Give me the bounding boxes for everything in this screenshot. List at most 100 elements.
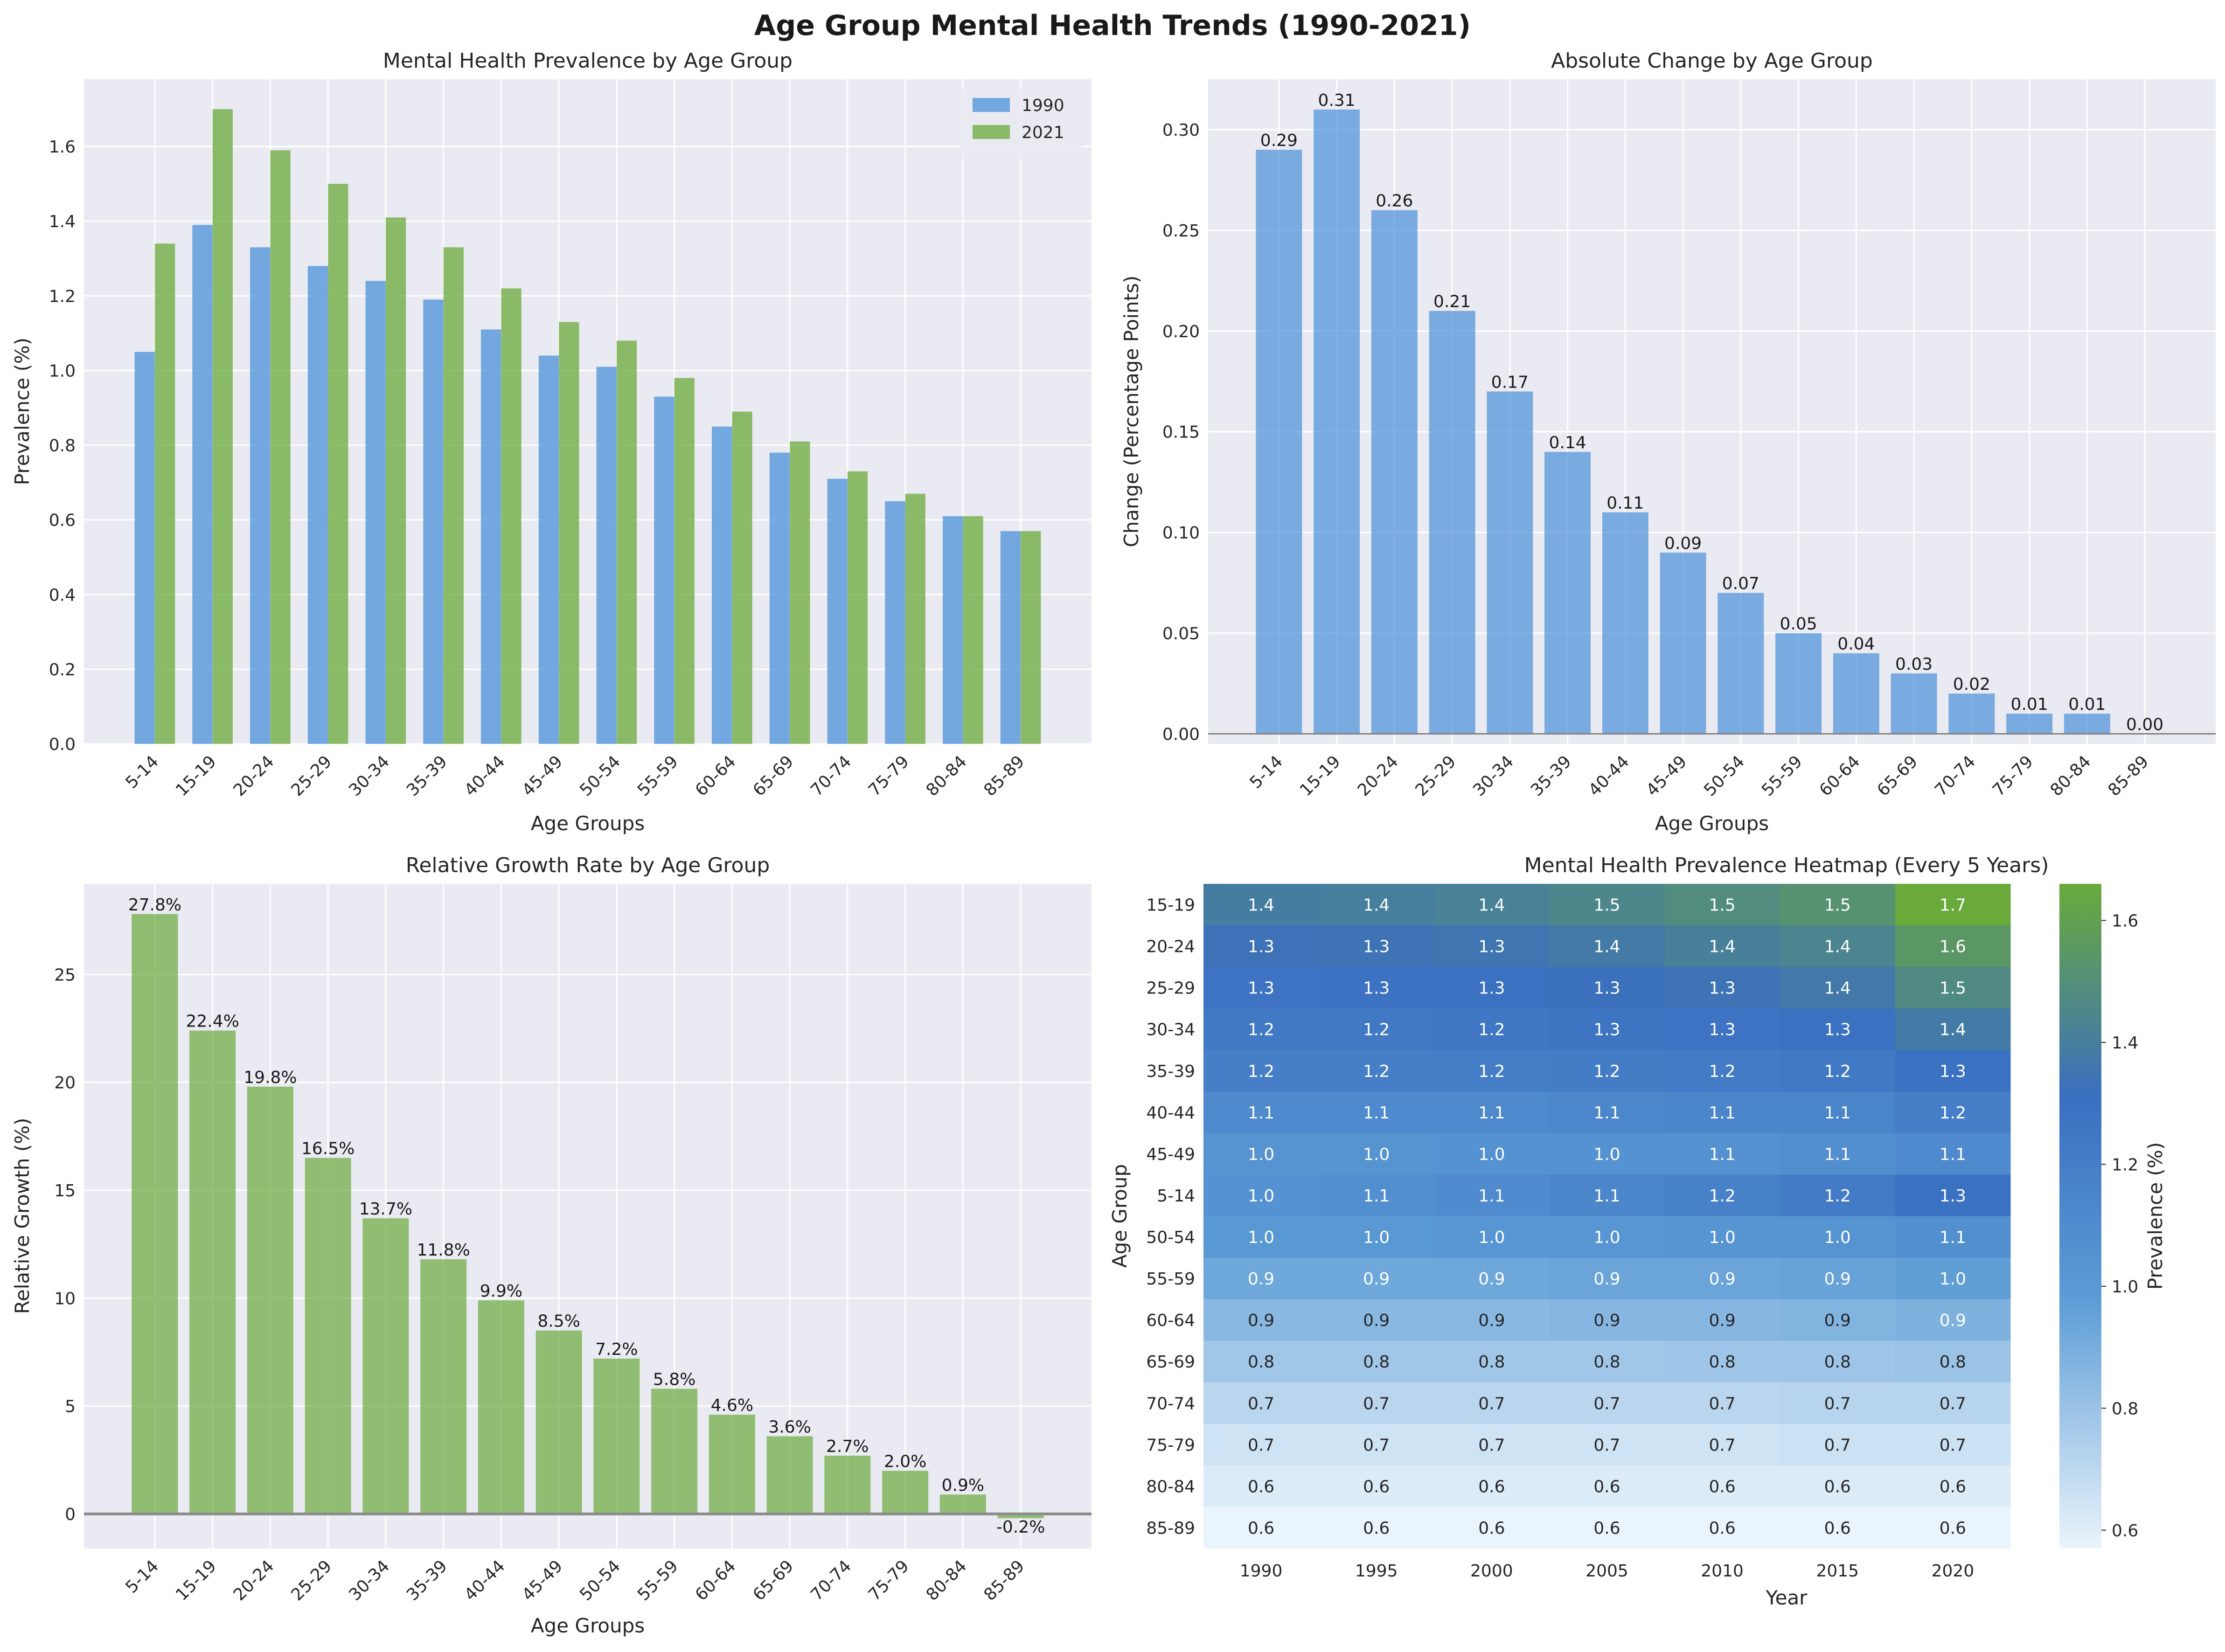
- heatmap-cell-label: 0.8: [1248, 1353, 1274, 1372]
- heatmap-cell: [1434, 925, 1550, 967]
- bar-15-19: [1314, 109, 1360, 734]
- bar-value-label: 2.0%: [884, 1452, 926, 1471]
- heatmap-cell: [1664, 1050, 1780, 1092]
- heatmap-y-tick-label: 25-29: [1146, 979, 1195, 998]
- heatmap-cell: [1780, 1465, 1896, 1507]
- heatmap-cell-label: 1.5: [1824, 896, 1851, 915]
- colorbar-tick-label: 1.0: [2112, 1277, 2138, 1297]
- bar-value-label: 19.8%: [243, 1068, 297, 1087]
- y-tick-label: 0.15: [1162, 423, 1200, 442]
- bar-5-14: [1256, 150, 1302, 734]
- bar-value-label: 11.8%: [417, 1241, 470, 1260]
- heatmap-cell-label: 1.0: [1478, 1145, 1505, 1164]
- heatmap-cell: [1549, 925, 1665, 967]
- bar-value-label: 4.6%: [711, 1396, 753, 1415]
- bar-45-49: [1660, 552, 1706, 734]
- bar-value-label: 16.5%: [301, 1139, 355, 1159]
- heatmap-cell: [1664, 1423, 1780, 1466]
- heatmap-cell: [1434, 1299, 1550, 1341]
- heatmap-cell: [1895, 1008, 2011, 1050]
- heatmap-cell: [1319, 1382, 1434, 1424]
- heatmap-cell-label: 0.9: [1709, 1270, 1736, 1289]
- heatmap-cell-label: 0.9: [1593, 1311, 1620, 1330]
- heatmap-cell-label: 1.3: [1940, 1187, 1966, 1206]
- bar-value-label: 22.4%: [186, 1012, 239, 1031]
- relative-growth-chart-title: Relative Growth Rate by Age Group: [406, 854, 770, 877]
- heatmap-y-axis-label: Age Group: [1108, 1164, 1131, 1268]
- heatmap-cell-label: 1.2: [1593, 1062, 1620, 1081]
- heatmap-cell-label: 1.1: [1593, 1187, 1620, 1206]
- bar-value-label: 0.01: [2011, 695, 2048, 714]
- heatmap-cell-label: 1.2: [1940, 1104, 1966, 1123]
- heatmap-cell: [1895, 1216, 2011, 1258]
- heatmap-cell-label: 0.9: [1248, 1270, 1274, 1289]
- heatmap-x-tick-label: 1995: [1355, 1562, 1398, 1581]
- heatmap-cell-label: 1.2: [1709, 1187, 1736, 1206]
- heatmap-cell: [1319, 1340, 1434, 1383]
- heatmap-cell-label: 1.1: [1593, 1104, 1620, 1123]
- bar-1990-30-34: [365, 281, 386, 744]
- bar-1990-25-29: [307, 266, 328, 744]
- heatmap-cell: [1780, 1423, 1896, 1466]
- heatmap-x-tick-label: 2005: [1585, 1562, 1628, 1581]
- legend-swatch-1990: [973, 98, 1010, 112]
- heatmap-cell: [1319, 925, 1434, 967]
- heatmap-cell: [1780, 1257, 1896, 1300]
- heatmap-cell-label: 1.5: [1709, 896, 1736, 915]
- heatmap-cell-label: 0.9: [1824, 1270, 1851, 1289]
- bar-1990-35-39: [423, 299, 444, 744]
- heatmap-cell-label: 0.7: [1248, 1436, 1274, 1455]
- legend-label-2021: 2021: [1022, 123, 1064, 142]
- heatmap-cell-label: 0.9: [1940, 1311, 1966, 1330]
- bar-1990-15-19: [192, 225, 213, 744]
- heatmap-cell-label: 0.6: [1593, 1519, 1620, 1538]
- heatmap-cell: [1319, 1050, 1434, 1092]
- heatmap-cell: [1549, 1174, 1665, 1216]
- heatmap-cell-label: 1.1: [1824, 1145, 1851, 1164]
- heatmap-cell: [1549, 1091, 1665, 1133]
- bar-75-79: [2006, 714, 2053, 734]
- heatmap-cell: [1434, 884, 1550, 926]
- heatmap-cell: [1664, 1257, 1780, 1300]
- bar-value-label: 3.6%: [768, 1417, 811, 1437]
- heatmap-title: Mental Health Prevalence Heatmap (Every …: [1524, 854, 2049, 877]
- heatmap-cell-label: 0.9: [1248, 1311, 1274, 1330]
- colorbar-label: Prevalence (%): [2144, 1142, 2167, 1290]
- y-tick-label: 0.0: [49, 735, 76, 754]
- heatmap-cell: [1895, 1174, 2011, 1216]
- relative-growth-bar-chart: 27.8% 22.4% 19.8% 16.5% 13.7% 11.8% 9.9% 8.5% 7.…: [11, 854, 1092, 1637]
- heatmap-cell-label: 1.3: [1593, 1020, 1620, 1040]
- bar-25-29: [1429, 311, 1475, 734]
- bar-value-label: 0.17: [1491, 373, 1529, 392]
- bar-value-label: 7.2%: [595, 1340, 638, 1359]
- prevalence-chart-title: Mental Health Prevalence by Age Group: [383, 49, 793, 73]
- heatmap-cell-label: 1.5: [1593, 896, 1620, 915]
- heatmap-cell-label: 0.9: [1363, 1270, 1390, 1289]
- y-tick-label: 0.8: [49, 437, 76, 456]
- heatmap-cell-label: 0.9: [1709, 1311, 1736, 1330]
- bar-40-44: [478, 1300, 524, 1514]
- bar-2021-35-39: [443, 247, 464, 744]
- heatmap-cell: [1434, 1216, 1550, 1258]
- bar-50-54: [593, 1358, 640, 1514]
- heatmap-cell: [1319, 1506, 1434, 1549]
- bar-2021-50-54: [616, 340, 637, 744]
- heatmap-cell: [1434, 1133, 1550, 1175]
- heatmap-cell-label: 1.1: [1478, 1104, 1505, 1123]
- bar-value-label: 0.11: [1606, 493, 1644, 513]
- absolute-change-y-axis-label: Change (Percentage Points): [1120, 276, 1143, 548]
- heatmap-cell: [1319, 1465, 1434, 1507]
- heatmap-y-tick-label: 35-39: [1146, 1062, 1195, 1081]
- y-tick-label: 25: [54, 965, 76, 985]
- bar-2021-75-79: [905, 493, 925, 744]
- heatmap-cell: [1319, 1257, 1434, 1300]
- heatmap-cell: [1549, 1340, 1665, 1383]
- bar-2021-55-59: [674, 378, 695, 744]
- relative-growth-y-axis-label: Relative Growth (%): [11, 1118, 34, 1314]
- heatmap-cell: [1434, 1257, 1550, 1300]
- y-tick-label: 15: [54, 1181, 76, 1201]
- heatmap-cell: [1203, 1506, 1319, 1549]
- bar-value-label: 8.5%: [537, 1312, 580, 1331]
- y-tick-label: 20: [54, 1074, 76, 1093]
